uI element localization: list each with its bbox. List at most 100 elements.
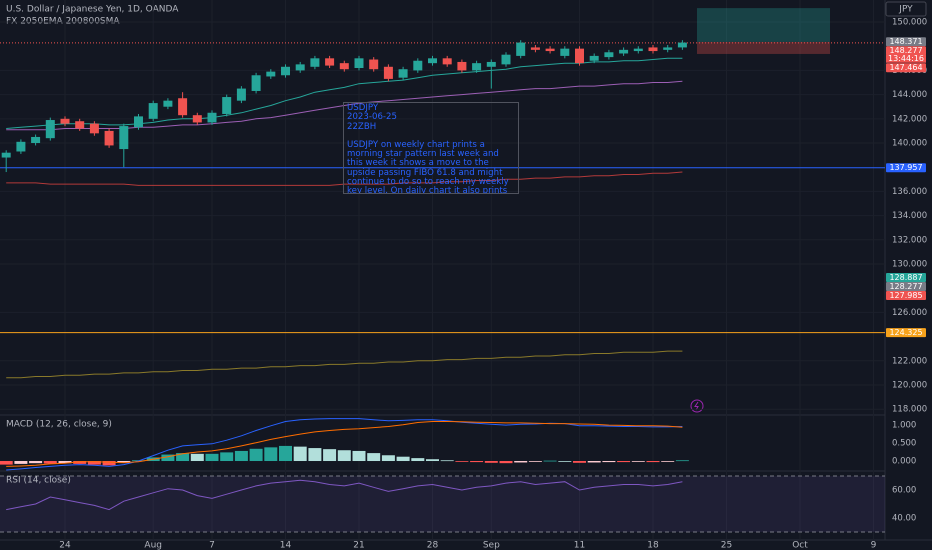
price-badge-label: 124.325 (889, 328, 922, 337)
y-tick-label: 1.000 (892, 421, 916, 431)
candle-body (442, 58, 452, 65)
histogram-bar (381, 455, 395, 462)
histogram-bar (102, 461, 116, 466)
candle-body (104, 130, 114, 146)
event-icon (694, 401, 699, 411)
candle-body (545, 48, 555, 52)
histogram-bar (470, 461, 484, 463)
candle-body (1, 152, 11, 158)
histogram-bar (279, 445, 292, 462)
note-date: 2023-06-25 (347, 112, 397, 123)
y-tick-label: 0.000 (892, 457, 916, 467)
histogram-bar (558, 461, 572, 462)
chart-title: U.S. Dollar / Japanese Yen, 1D, OANDA (6, 5, 179, 15)
candle-body (383, 66, 393, 79)
candle-body (148, 103, 158, 119)
y-tick-label: 122.000 (892, 356, 927, 366)
x-tick-label: 7 (209, 541, 215, 550)
histogram-bar (631, 461, 645, 462)
price-badge-label: 147.464 (889, 63, 922, 72)
histogram-bar (587, 461, 601, 463)
histogram-bar (176, 453, 190, 462)
histogram-bar (602, 461, 616, 463)
panel-title: MACD (12, 26, close, 9) (6, 420, 112, 430)
y-tick-label: 0.500 (892, 439, 916, 449)
histogram-bar (661, 461, 675, 462)
event-icon[interactable] (690, 399, 704, 413)
candle-body (619, 49, 629, 54)
candle-body (251, 75, 261, 91)
candle-body (413, 60, 423, 71)
candle-body (207, 112, 217, 123)
price-badge-label: 128.887 (889, 273, 922, 282)
candle-body (589, 55, 599, 61)
candle-body (648, 47, 658, 52)
histogram-bar (234, 450, 248, 462)
candle-body (281, 66, 290, 76)
candle-body (222, 97, 232, 114)
price-badge (886, 46, 926, 56)
candle-body (310, 58, 320, 67)
price-badge (886, 281, 926, 291)
histogram-bar (73, 461, 87, 464)
position-target (697, 8, 830, 42)
histogram-bar (411, 458, 425, 462)
histogram-bar (440, 460, 454, 462)
histogram-bar (87, 461, 101, 465)
histogram-bar (29, 461, 43, 464)
y-tick-label: 136.000 (892, 187, 927, 197)
y-tick-label: 140.000 (892, 139, 927, 149)
histogram-bar (323, 449, 337, 462)
candle-body (339, 63, 349, 70)
histogram-bar (499, 461, 513, 464)
candle-body (236, 88, 246, 101)
candle-body (75, 121, 85, 129)
currency-button[interactable] (885, 1, 927, 17)
candle-body (472, 63, 482, 71)
y-tick-label: 40.00 (892, 514, 916, 524)
candle-body (119, 126, 129, 150)
histogram-bar (367, 453, 381, 462)
currency[interactable]: JPY (898, 5, 913, 15)
histogram-bar (396, 456, 410, 462)
histogram-bar (220, 452, 234, 462)
note-symbol: USDJPY (347, 103, 379, 113)
candle-body (677, 42, 687, 48)
price-badge-label: 128.277 (889, 282, 922, 291)
candle-body (89, 123, 99, 134)
y-tick-label: 134.000 (892, 211, 927, 221)
candle-body (560, 48, 570, 56)
histogram-bar (646, 461, 660, 463)
y-tick-label: 126.000 (892, 308, 927, 318)
price-badge-label: 137.957 (889, 163, 922, 172)
candle-body (530, 47, 540, 50)
candle-body (354, 58, 364, 68)
price-badge-label: 127.985 (889, 291, 922, 300)
x-tick-label: Sep (483, 541, 500, 550)
countdown-badge (886, 54, 926, 63)
candle-body (178, 98, 188, 116)
histogram-bar (293, 446, 307, 462)
note-code: 22ZBH (347, 121, 377, 132)
y-tick-label: 142.000 (892, 114, 927, 124)
price-badge (886, 290, 926, 300)
candle-body (369, 59, 379, 70)
moving-average (6, 171, 683, 186)
note-text: USDJPY on weekly chart prints a morning … (347, 139, 509, 194)
candle-body (486, 61, 496, 67)
x-tick-label: 18 (647, 541, 659, 550)
rsi-band (0, 476, 885, 533)
candle-body (16, 141, 26, 152)
candle-body (428, 58, 437, 64)
rsi-line (6, 479, 683, 511)
candle-body (325, 58, 335, 66)
candle-body (31, 136, 41, 144)
histogram-bar (249, 448, 263, 462)
histogram-bar (43, 461, 57, 464)
macd-line (6, 421, 683, 467)
y-tick-label: 150.000 (892, 18, 927, 28)
position-stop (697, 41, 830, 54)
panel-title: RSI (14, close) (6, 476, 71, 486)
x-tick-label: 14 (280, 541, 292, 550)
